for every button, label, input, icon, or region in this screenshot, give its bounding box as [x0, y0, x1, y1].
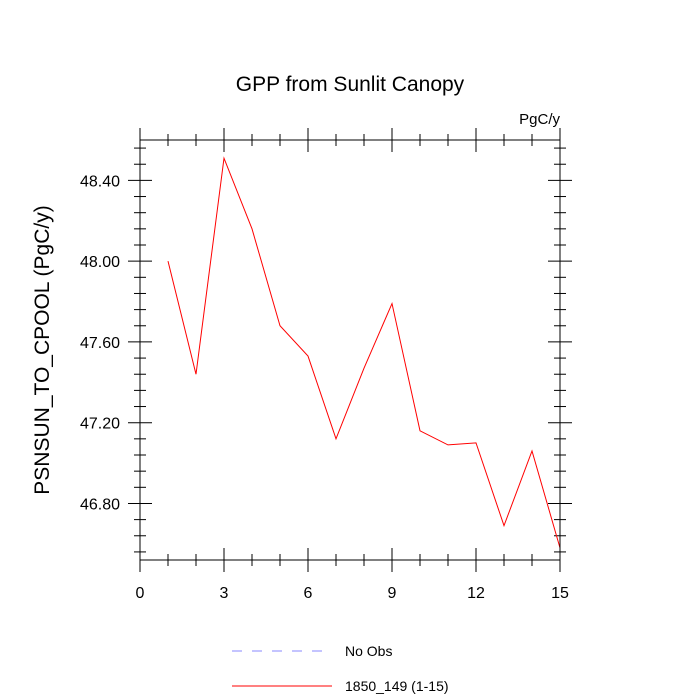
plot-frame — [139, 139, 561, 561]
series-lines — [167, 156, 561, 549]
y-tick-label: 47.60 — [80, 335, 120, 352]
y-tick-label: 48.00 — [80, 254, 120, 271]
x-tick-label: 12 — [467, 585, 485, 602]
axis-ticks — [128, 128, 572, 572]
series-line — [167, 156, 561, 549]
x-tick-label: 6 — [304, 585, 313, 602]
legend-entry: 1850_149 (1-15) — [345, 678, 449, 694]
x-tick-label: 0 — [136, 585, 145, 602]
y-tick-label: 46.80 — [80, 496, 120, 513]
x-tick-label: 3 — [220, 585, 229, 602]
units-label: PgC/y — [519, 111, 560, 128]
legend: No Obs 1850_149 (1-15) — [232, 643, 449, 694]
legend-entry: No Obs — [345, 643, 392, 659]
x-tick-label: 15 — [551, 585, 569, 602]
axis-tick-labels: 0 3 6 9 12 15 46.80 47.20 47.60 48.00 48.40 — [80, 173, 569, 602]
y-axis-label: PSNSUN_TO_CPOOL (PgC/y) — [31, 205, 54, 494]
chart-title: GPP from Sunlit Canopy — [236, 73, 465, 96]
y-tick-label: 47.20 — [80, 416, 120, 433]
x-tick-label: 9 — [388, 585, 397, 602]
y-tick-label: 48.40 — [80, 173, 120, 190]
